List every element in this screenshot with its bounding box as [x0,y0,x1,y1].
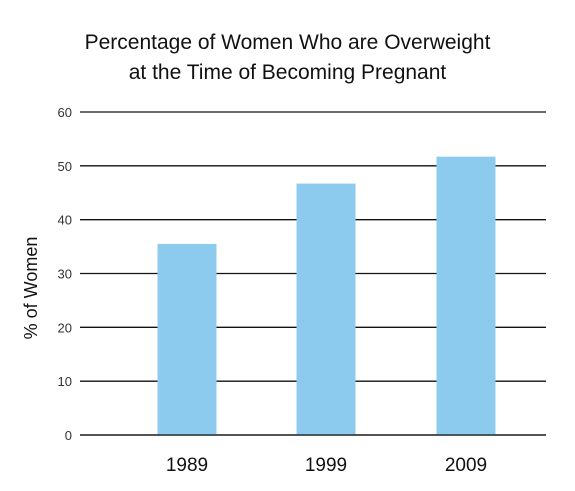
y-tick-label: 10 [58,374,72,389]
y-axis-label: % of Women [21,237,41,340]
bar [296,183,356,435]
chart-title-line-1: Percentage of Women Who are Overweight [84,31,491,54]
x-tick-label: 2009 [445,455,487,476]
x-tick-label: 1989 [166,455,208,476]
y-tick-label: 60 [58,105,72,120]
y-tick-label: 50 [58,159,72,174]
y-tick-label: 20 [58,320,72,335]
bar [436,156,496,435]
chart-title-line-2: at the Time of Becoming Pregnant [128,61,447,84]
bar [157,243,217,435]
x-tick-label: 1999 [305,455,347,476]
y-tick-label: 0 [65,428,72,443]
y-tick-label: 40 [58,213,72,228]
y-tick-label: 30 [58,267,72,282]
chart-title: Percentage of Women Who are Overweight a… [0,28,575,88]
